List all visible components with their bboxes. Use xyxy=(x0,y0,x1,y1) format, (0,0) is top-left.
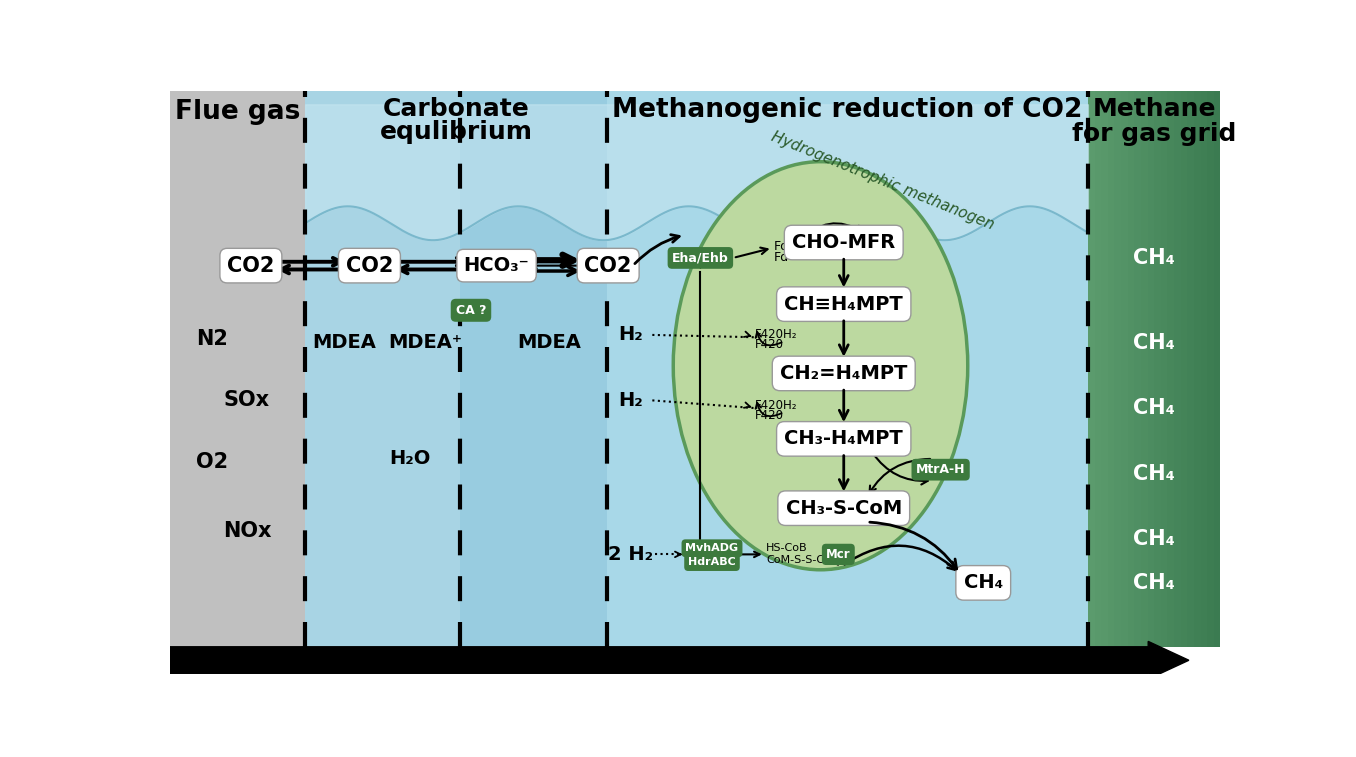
Text: Flue gas: Flue gas xyxy=(175,98,300,125)
Text: H₂: H₂ xyxy=(618,326,643,344)
Bar xyxy=(1094,91,1101,646)
Bar xyxy=(1115,91,1121,646)
Bar xyxy=(1154,91,1161,646)
Bar xyxy=(305,91,460,646)
Text: CO2: CO2 xyxy=(228,256,274,276)
Text: H₂: H₂ xyxy=(618,391,643,410)
Text: Fd: Fd xyxy=(774,251,789,263)
Bar xyxy=(460,91,607,646)
Bar xyxy=(1108,91,1115,646)
Text: HCO₃⁻: HCO₃⁻ xyxy=(464,256,529,275)
Text: CH₄: CH₄ xyxy=(964,573,1003,593)
Text: CH₄: CH₄ xyxy=(1134,332,1176,353)
Bar xyxy=(1128,91,1134,646)
Bar xyxy=(1140,91,1147,646)
Bar xyxy=(1207,91,1214,646)
Bar xyxy=(1161,91,1168,646)
Text: CH₄: CH₄ xyxy=(1134,529,1176,549)
Text: HS-CoB: HS-CoB xyxy=(766,544,808,553)
Text: SOx: SOx xyxy=(224,391,270,410)
Text: Methanogenic reduction of CO2: Methanogenic reduction of CO2 xyxy=(613,97,1083,123)
Text: F420: F420 xyxy=(755,338,784,351)
Text: MDEA⁺: MDEA⁺ xyxy=(388,333,462,352)
Bar xyxy=(1168,91,1174,646)
Text: CH₃-S-CoM: CH₃-S-CoM xyxy=(785,499,902,518)
Text: CHO-MFR: CHO-MFR xyxy=(792,233,895,252)
Text: CH₄: CH₄ xyxy=(1134,398,1176,418)
Text: MvhADG: MvhADG xyxy=(685,544,739,553)
Text: CH₃-H₄MPT: CH₃-H₄MPT xyxy=(784,429,903,448)
Text: Eha/Ehb: Eha/Ehb xyxy=(673,251,728,264)
Text: Hydrogenotrophic methanogen: Hydrogenotrophic methanogen xyxy=(769,129,997,232)
Text: CH₄: CH₄ xyxy=(1134,463,1176,484)
Text: CH₄: CH₄ xyxy=(1134,248,1176,268)
Text: CH≡H₄MPT: CH≡H₄MPT xyxy=(784,294,903,313)
Bar xyxy=(1147,91,1154,646)
Bar xyxy=(1121,91,1128,646)
Text: Methane: Methane xyxy=(1093,97,1216,121)
Text: FdH₂: FdH₂ xyxy=(774,240,804,253)
Bar xyxy=(1101,91,1108,646)
Bar xyxy=(1200,91,1207,646)
Bar xyxy=(1188,91,1193,646)
Text: HdrABC: HdrABC xyxy=(687,557,736,567)
Bar xyxy=(1088,91,1094,646)
Text: MDEA: MDEA xyxy=(312,333,376,352)
Text: F420H₂: F420H₂ xyxy=(755,399,797,413)
Bar xyxy=(1088,91,1220,646)
FancyArrow shape xyxy=(170,641,1189,679)
Text: NOx: NOx xyxy=(222,522,271,541)
Text: 2 H₂: 2 H₂ xyxy=(607,545,654,564)
Bar xyxy=(1214,91,1220,646)
Text: N2: N2 xyxy=(197,329,228,349)
Bar xyxy=(607,91,1088,646)
Text: H₂O: H₂O xyxy=(389,449,430,468)
Text: F420H₂: F420H₂ xyxy=(755,329,797,341)
Ellipse shape xyxy=(673,162,968,570)
Text: CH₄: CH₄ xyxy=(1134,573,1176,593)
Bar xyxy=(170,91,305,646)
Text: CA ?: CA ? xyxy=(456,304,487,316)
Text: O2: O2 xyxy=(197,452,228,472)
Text: CO2: CO2 xyxy=(584,256,632,276)
Text: CH₂=H₄MPT: CH₂=H₄MPT xyxy=(780,364,907,383)
Text: MtrA-H: MtrA-H xyxy=(915,463,965,476)
Bar xyxy=(1193,91,1200,646)
Text: for gas grid: for gas grid xyxy=(1073,122,1237,145)
Text: MDEA: MDEA xyxy=(517,333,582,352)
Text: F420: F420 xyxy=(755,410,784,422)
Bar xyxy=(1181,91,1188,646)
Text: equlibrium: equlibrium xyxy=(380,120,533,144)
Text: CO2: CO2 xyxy=(228,256,274,276)
Bar xyxy=(1174,91,1181,646)
Text: CO2: CO2 xyxy=(346,256,393,276)
Text: Carbonate: Carbonate xyxy=(382,97,530,121)
Text: Mcr: Mcr xyxy=(826,548,850,561)
Bar xyxy=(1134,91,1140,646)
Text: CoM-S-S-CoB: CoM-S-S-CoB xyxy=(766,555,839,565)
